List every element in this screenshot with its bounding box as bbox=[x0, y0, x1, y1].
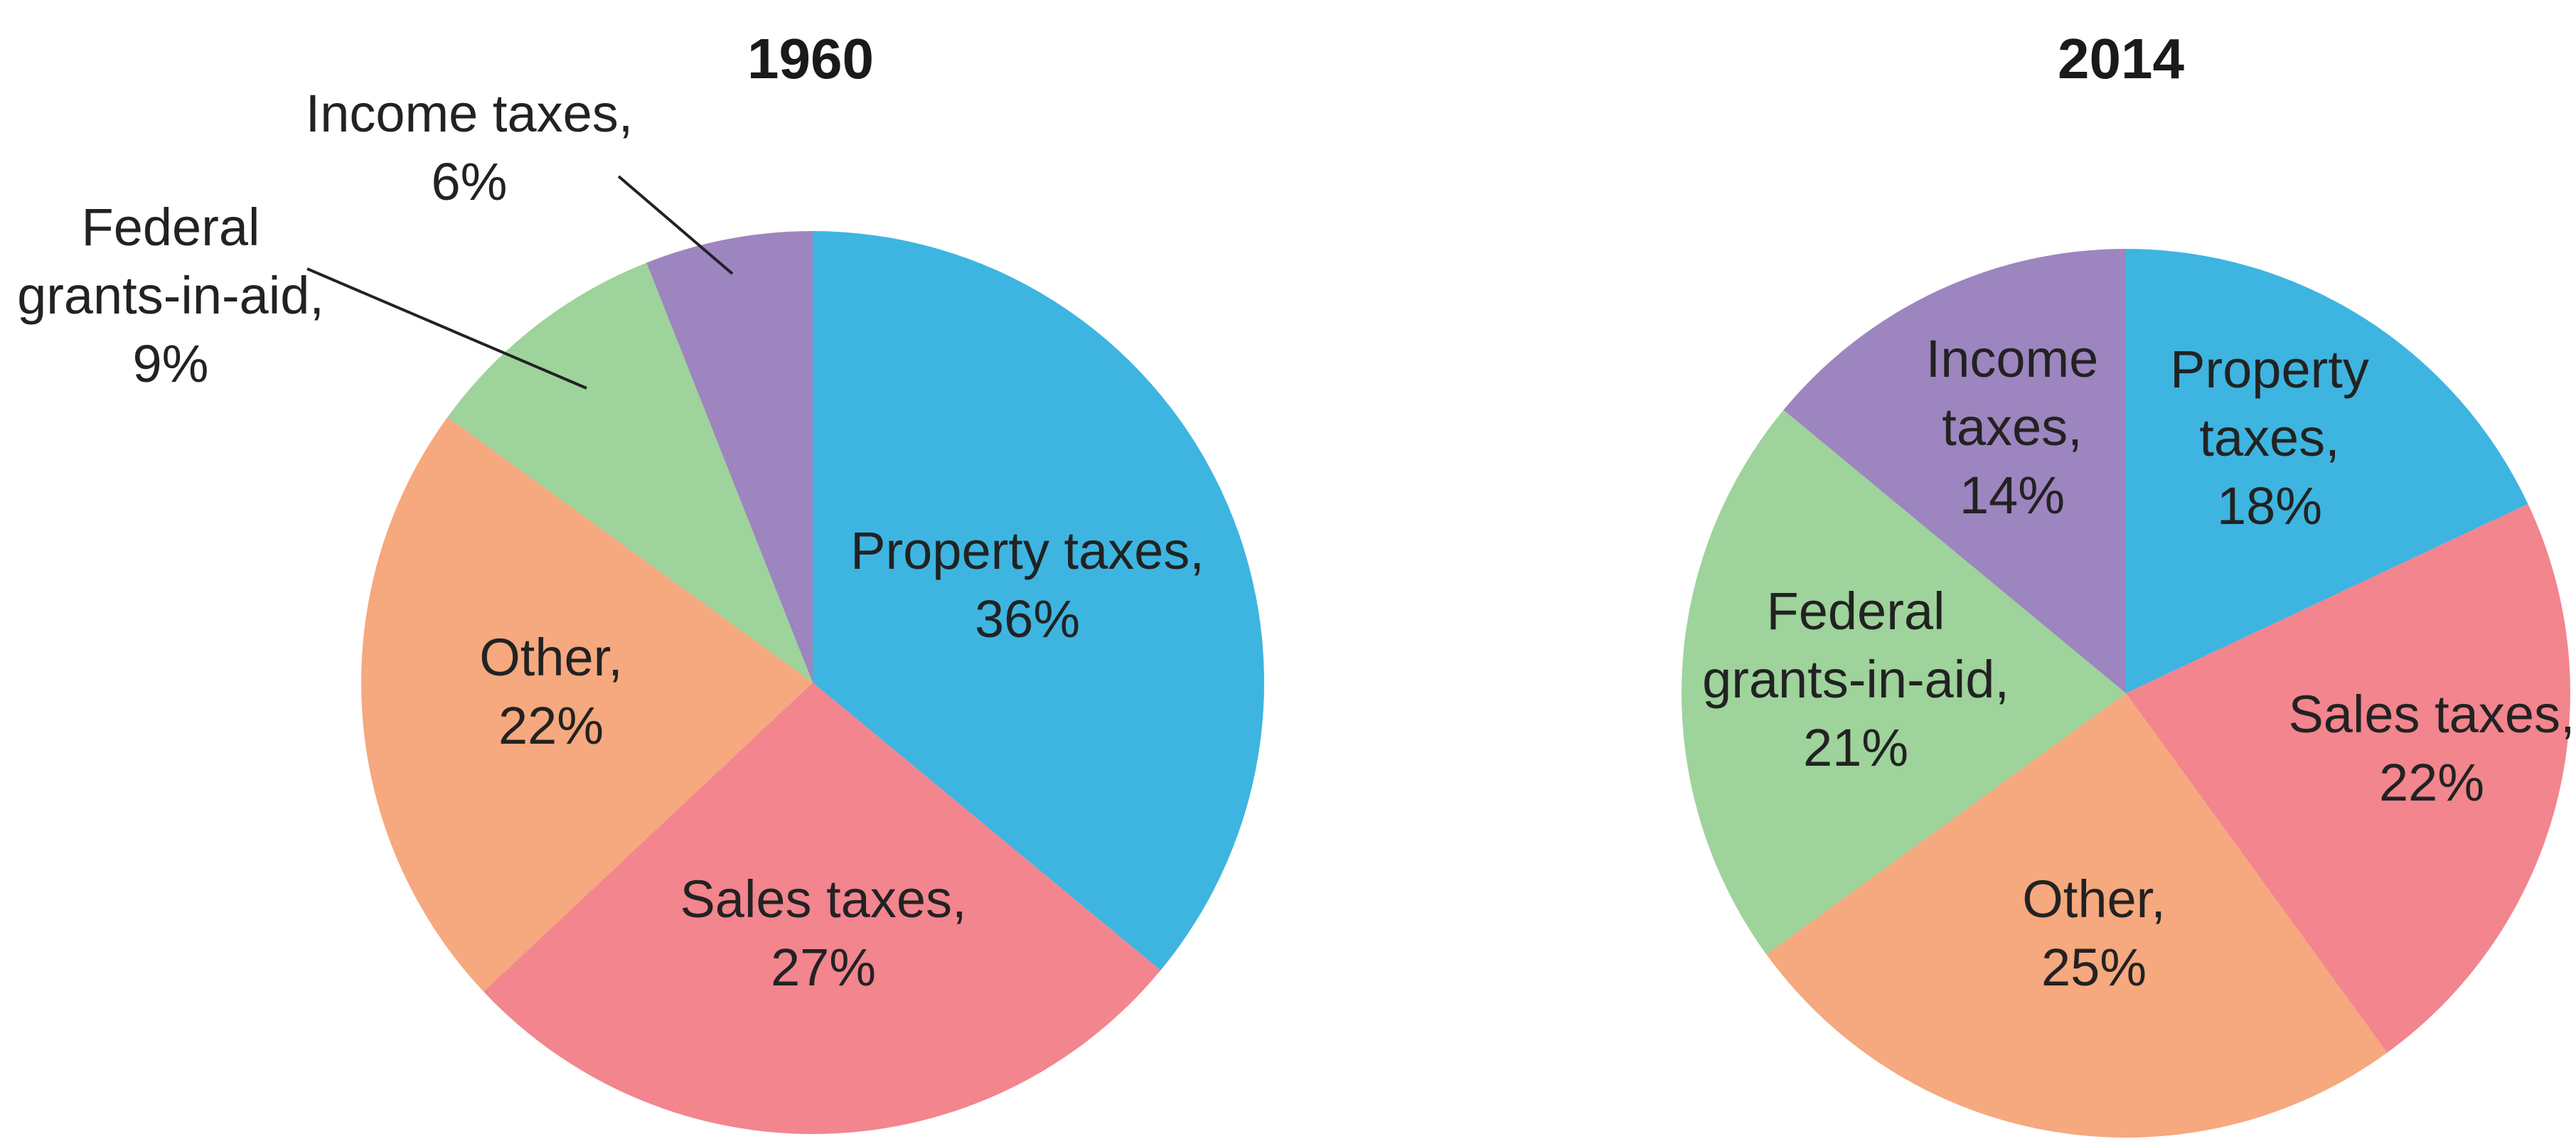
slice-label-1960-property-taxes: Property taxes, 36% bbox=[850, 521, 1204, 648]
slice-label-line: 6% bbox=[432, 152, 508, 211]
slice-label-line: 36% bbox=[975, 589, 1080, 648]
slice-labels-2014: Property taxes, 18% Sales taxes, 22% Other, 25… bbox=[1702, 329, 2575, 997]
slice-label-2014-sales-taxes: Sales taxes, 22% bbox=[2288, 685, 2575, 812]
slice-label-line: 25% bbox=[2041, 938, 2147, 997]
slice-label-1960-income-taxes: Income taxes, 6% bbox=[306, 84, 634, 211]
pie-slice-2014-federal-grants-in-aid bbox=[1682, 410, 2126, 955]
slice-label-line: 22% bbox=[2379, 753, 2484, 812]
leader-line-1960-federal-grants-in-aid bbox=[306, 267, 587, 390]
pie-slice-1960-property-taxes bbox=[813, 231, 1264, 971]
slice-label-line: Sales taxes, bbox=[680, 870, 966, 929]
slice-label-line: 27% bbox=[771, 938, 876, 997]
slice-label-line: 14% bbox=[1960, 466, 2065, 525]
slice-label-line: grants-in-aid, bbox=[1702, 650, 2009, 709]
slice-label-line: Other, bbox=[2022, 870, 2166, 929]
pie-slice-1960-sales-taxes bbox=[483, 683, 1161, 1135]
slice-label-line: Federal bbox=[1767, 582, 1945, 641]
pie-slice-2014-income-taxes bbox=[1783, 249, 2126, 693]
slice-label-1960-federal-grants-in-aid: Federal grants-in-aid, 9% bbox=[17, 198, 324, 393]
pie-slice-1960-income-taxes bbox=[646, 231, 813, 683]
slice-label-2014-property-taxes: Property taxes, 18% bbox=[2170, 340, 2369, 535]
slice-labels-1960: Property taxes, 36% Sales taxes, 27% Other, 2… bbox=[17, 84, 1204, 997]
pie-slice-2014-other bbox=[1766, 693, 2388, 1138]
pie-slices-2014 bbox=[1682, 249, 2570, 1138]
slice-label-line: Federal bbox=[82, 198, 260, 257]
slice-label-line: taxes, bbox=[2199, 408, 2339, 467]
slice-label-line: Sales taxes, bbox=[2288, 685, 2575, 744]
slice-label-line: taxes, bbox=[1942, 397, 2082, 456]
pie-slices-1960 bbox=[360, 231, 1264, 1135]
slice-label-line: Other, bbox=[479, 628, 623, 687]
pie-slice-2014-property-taxes bbox=[2126, 249, 2528, 693]
slice-label-2014-federal-grants-in-aid: Federal grants-in-aid, 21% bbox=[1702, 582, 2009, 777]
slice-label-line: grants-in-aid, bbox=[17, 266, 324, 325]
chart-title-2014: 2014 bbox=[2058, 27, 2184, 90]
pie-chart-2014: 2014 Property taxes, 18% Sales taxes, 22% Oth… bbox=[1682, 27, 2575, 1138]
pie-slice-2014-sales-taxes bbox=[2126, 503, 2570, 1053]
slice-label-line: Income taxes, bbox=[306, 84, 634, 143]
leader-lines-1960 bbox=[306, 175, 734, 390]
pie-chart-1960: 1960 Property taxes, 36% Sales taxes, 27% Ot… bbox=[17, 27, 1264, 1135]
slice-label-line: 18% bbox=[2217, 476, 2322, 535]
slice-label-line: Property taxes, bbox=[850, 521, 1204, 580]
slice-label-2014-income-taxes: Income taxes, 14% bbox=[1926, 329, 2099, 525]
slice-label-line: 9% bbox=[133, 334, 209, 393]
slice-label-line: Income bbox=[1926, 329, 2099, 388]
slice-label-1960-sales-taxes: Sales taxes, 27% bbox=[680, 870, 966, 997]
pie-slice-1960-other bbox=[360, 417, 813, 992]
slice-label-line: Property bbox=[2170, 340, 2369, 399]
slice-label-line: 22% bbox=[498, 696, 604, 755]
slice-label-line: 21% bbox=[1803, 718, 1908, 777]
slice-label-1960-other: Other, 22% bbox=[479, 628, 623, 755]
leader-line-1960-income-taxes bbox=[617, 175, 734, 275]
slice-label-2014-other: Other, 25% bbox=[2022, 870, 2166, 997]
chart-title-1960: 1960 bbox=[747, 27, 874, 90]
